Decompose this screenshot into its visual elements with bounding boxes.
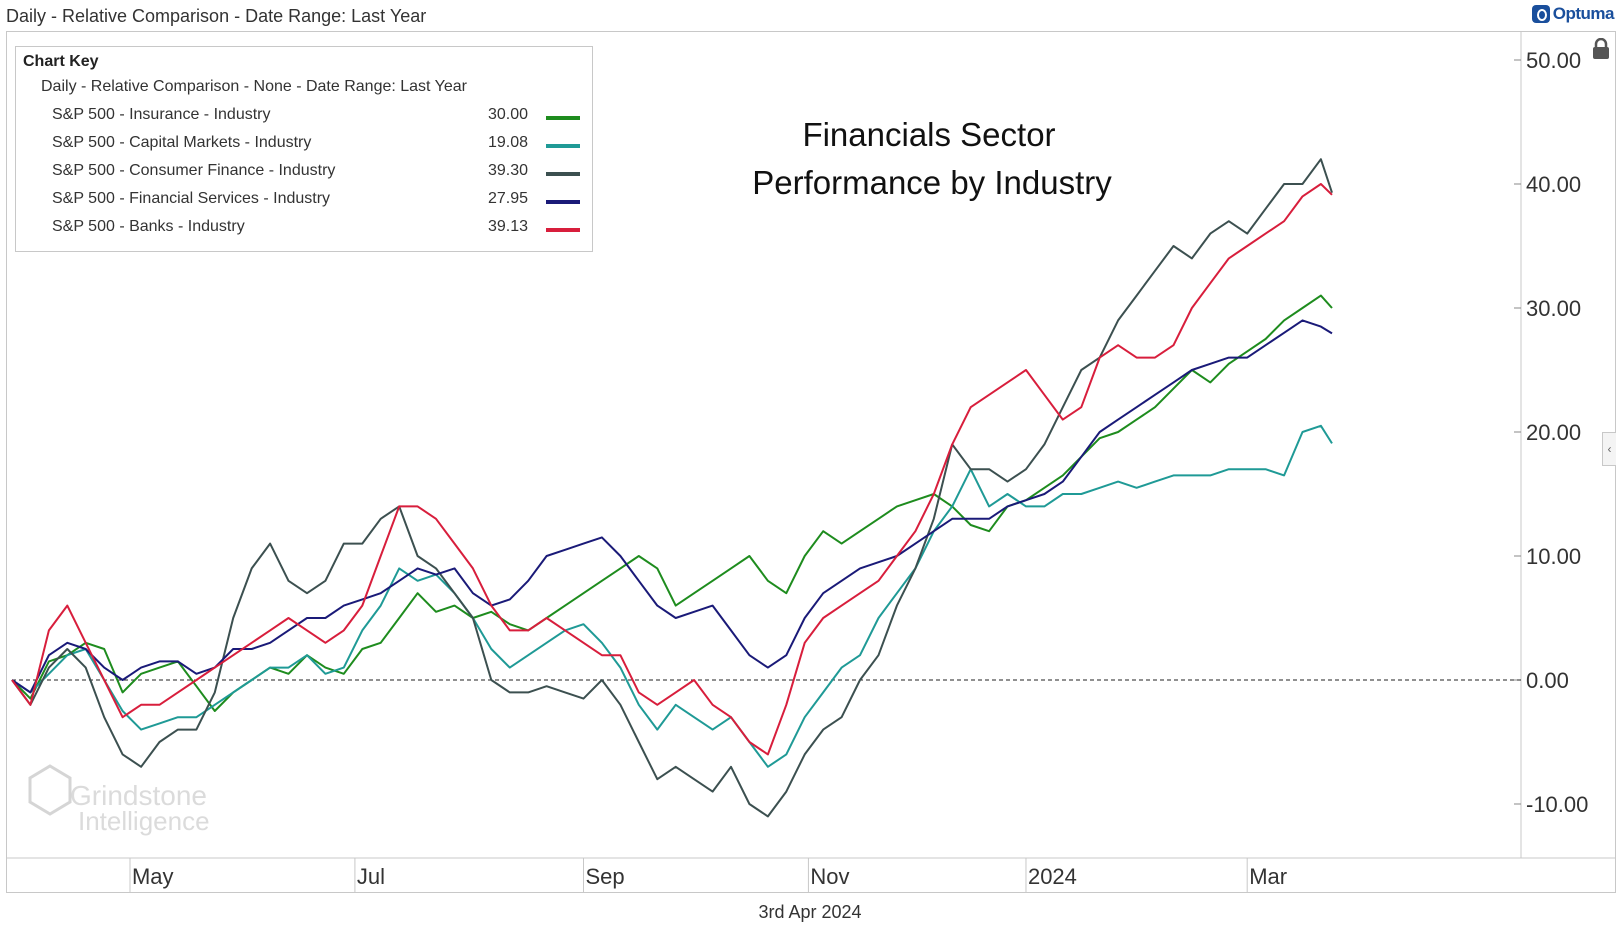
legend-swatch (546, 144, 580, 148)
legend-entry-name: S&P 500 - Capital Markets - Industry (52, 134, 312, 151)
legend-entry-name: S&P 500 - Insurance - Industry (52, 106, 271, 123)
chart-axes (6, 32, 1616, 859)
y-tick-label: 40.00 (1526, 172, 1581, 197)
y-tick-label: -10.00 (1526, 792, 1588, 817)
legend-entry-value: 30.00 (487, 106, 528, 123)
legend-entry-name: S&P 500 - Banks - Industry (52, 218, 245, 235)
legend-entry-financial-services: S&P 500 - Financial Services - Industry … (52, 190, 580, 212)
panel-collapse-tab[interactable]: ‹ (1602, 432, 1616, 466)
x-tick-label: Sep (586, 864, 625, 889)
series-lines (11, 158, 1333, 818)
legend-entry-name: S&P 500 - Consumer Finance - Industry (52, 162, 336, 179)
legend-swatch (546, 228, 580, 232)
series-line-4 (11, 183, 1333, 756)
legend-entry-name: S&P 500 - Financial Services - Industry (52, 190, 331, 207)
lock-icon[interactable] (1591, 38, 1611, 60)
series-line-2 (11, 158, 1333, 818)
footer-date: 3rd Apr 2024 (758, 902, 862, 922)
y-ticks: -10.00 0.00 10.00 20.00 30.00 40.00 50.00 (1514, 48, 1588, 817)
legend-swatch (546, 172, 580, 176)
legend-swatch (546, 200, 580, 204)
brand-name: Optuma (1552, 4, 1615, 23)
legend-entry-value: 19.08 (487, 134, 528, 151)
chevron-left-icon: ‹ (1607, 442, 1612, 456)
legend-entry-consumer-finance: S&P 500 - Consumer Finance - Industry 39… (52, 162, 580, 184)
chart-key-subtitle: Daily - Relative Comparison - None - Dat… (41, 78, 467, 95)
x-tick-label: 2024 (1028, 864, 1077, 889)
legend-entry-capital-markets: S&P 500 - Capital Markets - Industry 19.… (52, 134, 580, 156)
watermark-line2: Intelligence (78, 806, 210, 836)
legend-entry-banks: S&P 500 - Banks - Industry 39.13 (52, 218, 580, 240)
series-line-3 (11, 319, 1333, 694)
x-tick-label: Jul (357, 864, 385, 889)
chart-key: Chart Key Daily - Relative Comparison - … (15, 46, 593, 252)
x-ticks: May Jul Sep Nov 2024 Mar (129, 858, 1287, 892)
watermark-line1: Grindstone (70, 780, 207, 811)
chart-header-title: Daily - Relative Comparison - Date Range… (6, 6, 427, 26)
legend-swatch (546, 116, 580, 120)
chart-title: Financials Sector (802, 116, 1055, 153)
y-tick-label: 50.00 (1526, 48, 1581, 73)
y-tick-label: 0.00 (1526, 668, 1569, 693)
x-tick-label: Mar (1249, 864, 1287, 889)
legend-entry-value: 27.95 (487, 190, 528, 207)
series-line-0 (11, 294, 1333, 712)
series-line-1 (11, 424, 1333, 768)
chart-subtitle: Performance by Industry (752, 164, 1112, 201)
watermark: Grindstone Intelligence (28, 764, 210, 836)
brand-logo: Optuma (1531, 4, 1615, 24)
chart-key-heading: Chart Key (23, 53, 99, 70)
x-tick-label: May (132, 864, 174, 889)
optuma-logo-icon (1531, 5, 1550, 23)
x-tick-label: Nov (810, 864, 849, 889)
y-tick-label: 20.00 (1526, 420, 1581, 445)
legend-entry-value: 39.13 (487, 218, 528, 235)
watermark-hex-icon (28, 764, 72, 816)
legend-entry-insurance: S&P 500 - Insurance - Industry 30.00 (52, 106, 580, 128)
legend-entry-value: 39.30 (487, 162, 528, 179)
y-tick-label: 10.00 (1526, 544, 1581, 569)
y-tick-label: 30.00 (1526, 296, 1581, 321)
